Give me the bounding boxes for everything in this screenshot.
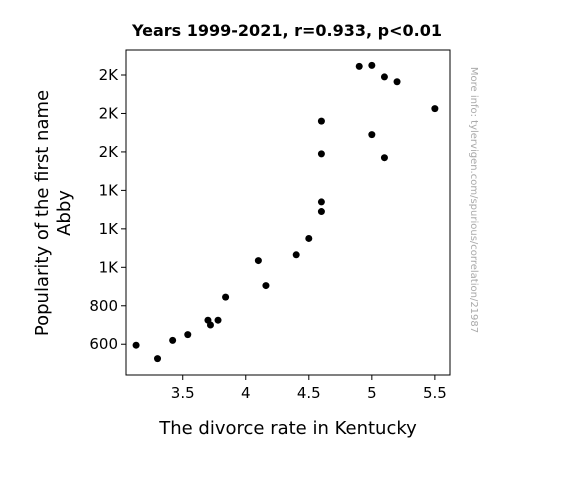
data-point: [368, 131, 376, 139]
x-tick-label: 3.5: [171, 384, 195, 402]
data-point: [317, 208, 325, 216]
data-point: [317, 117, 325, 125]
x-tick-label: 5: [367, 384, 377, 402]
y-axis-label: Popularity of the first name Abby: [32, 90, 75, 336]
y-tick-label: 2K: [99, 104, 120, 122]
data-point: [214, 316, 222, 324]
data-point: [305, 234, 313, 242]
x-tick-label: 5.5: [423, 384, 447, 402]
data-points: [132, 61, 439, 363]
y-axis-label-line-2: Abby: [54, 190, 75, 236]
plot-area: [125, 49, 451, 376]
y-tick-label: 600: [89, 335, 118, 353]
data-point: [317, 198, 325, 206]
y-tick-label: 800: [89, 297, 118, 315]
chart-title: Years 1999-2021, r=0.933, p<0.01: [131, 21, 442, 40]
y-tick-label: 1K: [99, 220, 120, 238]
x-axis-ticks: 3.5 4 4.5 5 5.5: [171, 375, 447, 402]
y-tick-label: 2K: [99, 66, 120, 84]
source-watermark: More info: tylervigen.com/spurious/corre…: [468, 67, 479, 333]
data-point: [254, 257, 262, 265]
x-axis-label: The divorce rate in Kentucky: [158, 418, 417, 439]
data-point: [317, 150, 325, 158]
data-point: [380, 73, 388, 81]
data-point: [222, 293, 230, 301]
x-tick-label: 4.5: [297, 384, 321, 402]
y-tick-label: 2K: [99, 143, 120, 161]
data-point: [393, 78, 401, 86]
data-point: [154, 355, 162, 363]
data-point: [184, 331, 192, 339]
data-point: [355, 62, 363, 70]
y-tick-label: 1K: [99, 258, 120, 276]
x-tick-label: 4: [241, 384, 251, 402]
y-axis-label-line-1: Popularity of the first name: [32, 90, 53, 336]
data-point: [292, 251, 300, 259]
data-point: [380, 154, 388, 162]
data-point: [368, 61, 376, 69]
data-point: [169, 336, 177, 344]
data-point: [262, 282, 270, 290]
data-point: [206, 321, 214, 329]
data-point: [431, 105, 439, 113]
y-tick-label: 1K: [99, 181, 120, 199]
data-point: [132, 341, 140, 349]
y-axis-ticks: 600 800 1K 1K 1K 2K 2K 2K: [89, 66, 126, 353]
